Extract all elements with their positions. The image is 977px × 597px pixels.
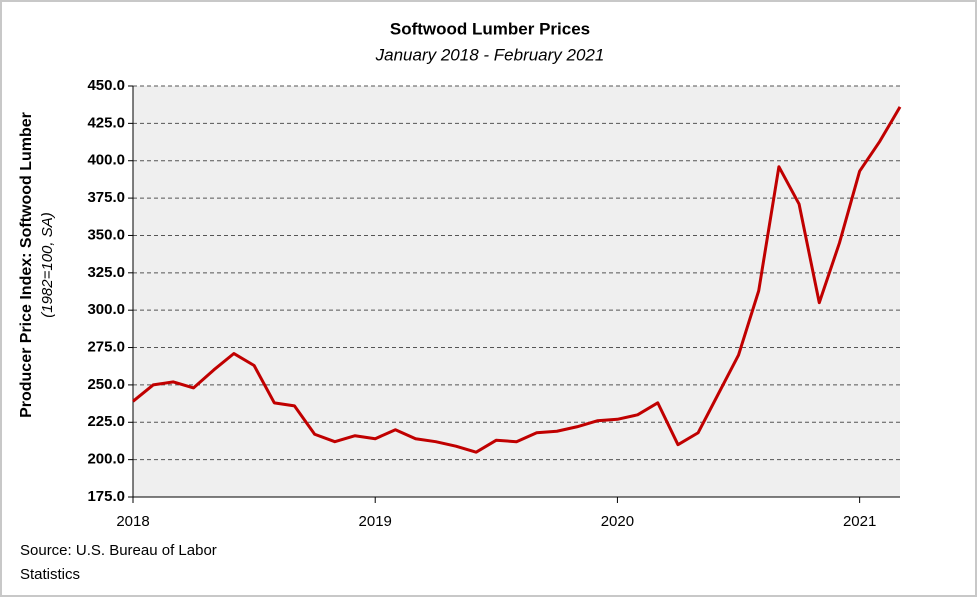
y-tick-label: 175.0 <box>87 488 125 505</box>
x-tick-label: 2019 <box>359 513 392 530</box>
x-tick-label: 2021 <box>843 513 876 530</box>
line <box>132 106 902 454</box>
y-tick-label: 200.0 <box>87 451 125 468</box>
y-tick-label: 325.0 <box>87 264 125 281</box>
x-tick-label: 2018 <box>116 513 149 530</box>
source: Source: U.S. Bureau of Labor <box>20 542 217 559</box>
x-tick-label: 2020 <box>601 513 634 530</box>
y-tick-label: 275.0 <box>87 339 125 356</box>
y-tick-label: 400.0 <box>87 152 125 169</box>
y-tick-label: 375.0 <box>87 189 125 206</box>
y-axis-note: (1982=100, SA) <box>39 212 56 318</box>
y-tick-label: 350.0 <box>87 226 125 243</box>
y-tick-label: 425.0 <box>87 114 125 131</box>
y-tick-label: 300.0 <box>87 301 125 318</box>
plot-area <box>133 86 900 497</box>
chart-subtitle: January 2018 - February 2021 <box>375 45 605 64</box>
chart-title: Softwood Lumber Prices <box>390 19 590 38</box>
y-tick-label: 250.0 <box>87 376 125 393</box>
source: Statistics <box>20 566 80 583</box>
y-tick-label: 225.0 <box>87 413 125 430</box>
y-tick-label: 450.0 <box>87 77 125 94</box>
y-axis-label: Producer Price Index: Softwood Lumber <box>18 112 35 418</box>
